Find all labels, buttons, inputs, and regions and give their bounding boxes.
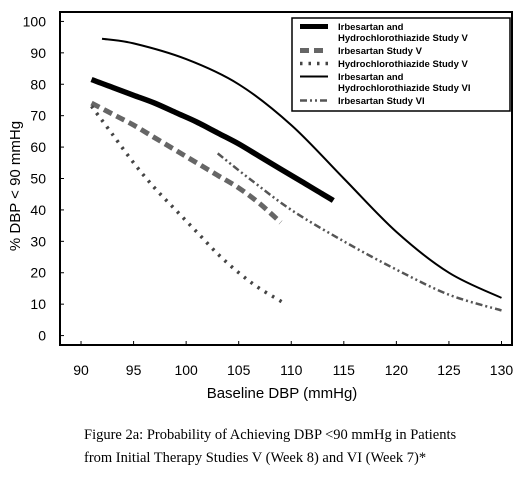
legend-label: Hydrochlorothiazide Study VI <box>338 83 471 94</box>
series-line-5 <box>216 152 502 312</box>
x-tick-label: 120 <box>385 362 409 378</box>
y-tick-label: 40 <box>30 202 46 218</box>
y-tick-label: 30 <box>30 233 46 249</box>
x-axis-ticks: 90 95 100 105 110 115 120 125 130 <box>73 341 513 378</box>
y-tick-label: 70 <box>30 108 46 124</box>
caption-line-2: from Initial Therapy Studies V (Week 8) … <box>84 450 427 466</box>
x-tick-label: 130 <box>490 362 514 378</box>
x-tick-label: 110 <box>280 362 303 378</box>
legend-label: Hydrochlorothiazide Study V <box>338 33 469 44</box>
series-line-4 <box>101 37 502 299</box>
series-line-3 <box>90 105 287 306</box>
x-tick-label: 100 <box>174 362 198 378</box>
series-layer <box>90 37 502 312</box>
y-tick-label: 50 <box>30 171 46 187</box>
series-line-2 <box>90 100 283 225</box>
legend-label: Irbesartan Study V <box>338 46 423 57</box>
x-tick-label: 115 <box>333 362 356 378</box>
y-tick-label: 100 <box>23 13 47 29</box>
x-axis-title: Baseline DBP (mmHg) <box>207 385 358 402</box>
y-tick-label: 20 <box>30 265 46 281</box>
x-tick-label: 95 <box>126 362 142 378</box>
figure-caption: Figure 2a: Probability of Achieving DBP … <box>84 424 524 470</box>
y-tick-label: 90 <box>30 45 46 61</box>
x-tick-label: 90 <box>73 362 89 378</box>
y-axis-ticks: 0 10 20 30 40 50 60 70 80 90 100 <box>23 13 64 344</box>
x-tick-label: 105 <box>227 362 251 378</box>
y-tick-label: 80 <box>30 76 46 92</box>
y-tick-label: 0 <box>38 328 46 344</box>
legend-label: Irbesartan and <box>338 22 404 33</box>
legend-box <box>291 17 511 112</box>
series-line-1 <box>90 76 335 203</box>
y-tick-label: 10 <box>30 296 46 312</box>
legend-label: Irbesartan and <box>338 72 404 83</box>
legend-label: Irbesartan Study VI <box>338 96 425 107</box>
legend-label: Hydrochlorothiazide Study V <box>338 59 469 70</box>
line-chart: 0 10 20 30 40 50 60 70 80 90 100 90 95 100 105 110 115 1… <box>7 11 513 402</box>
y-tick-label: 60 <box>30 139 46 155</box>
y-axis-title: % DBP < 90 mmHg <box>7 121 24 251</box>
x-tick-label: 125 <box>437 362 461 378</box>
caption-line-1: Figure 2a: Probability of Achieving DBP … <box>84 427 457 443</box>
